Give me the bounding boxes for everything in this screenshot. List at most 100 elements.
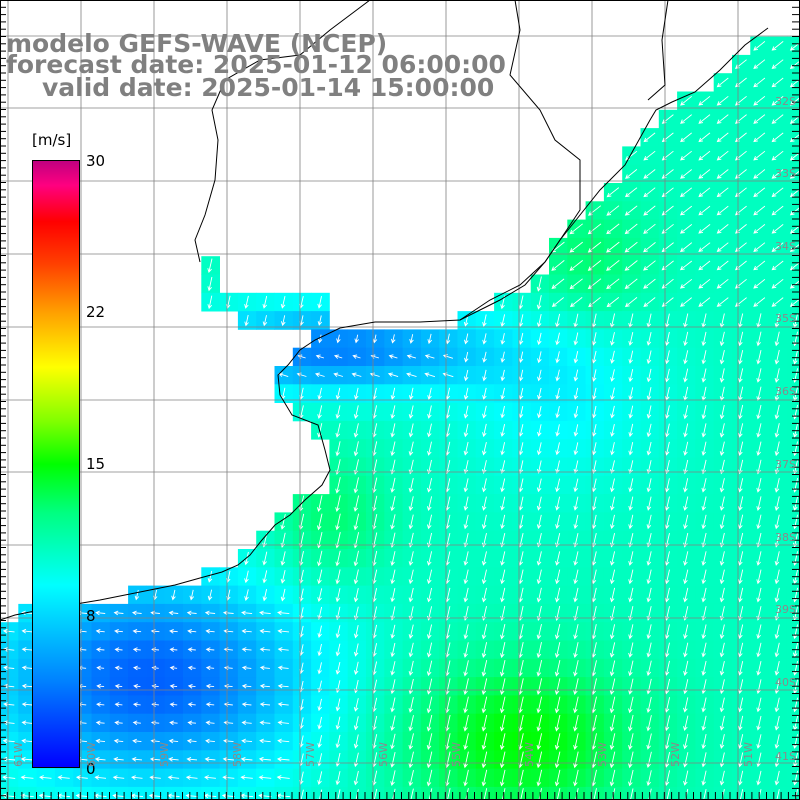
wind-arrow bbox=[463, 387, 469, 401]
wind-arrow bbox=[701, 789, 707, 800]
wind-cell bbox=[786, 475, 800, 495]
wind-arrow bbox=[187, 647, 196, 652]
wind-arrow bbox=[390, 661, 396, 676]
wind-arrow bbox=[408, 678, 414, 695]
wind-arrow bbox=[771, 205, 784, 216]
wind-arrow bbox=[573, 496, 579, 511]
wind-arrow bbox=[646, 642, 652, 658]
wind-arrow bbox=[609, 551, 616, 566]
wind-arrow bbox=[573, 696, 579, 714]
wind-arrow bbox=[426, 569, 433, 585]
wind-arrow bbox=[738, 587, 744, 603]
wind-cell bbox=[786, 786, 800, 800]
wind-arrow bbox=[222, 610, 234, 616]
wind-arrow bbox=[719, 551, 725, 566]
wind-arrow bbox=[463, 624, 469, 640]
wind-arrow bbox=[609, 733, 616, 750]
wind-arrow bbox=[244, 295, 249, 309]
wind-arrow bbox=[609, 696, 616, 714]
wind-arrow bbox=[353, 789, 359, 800]
wind-arrow bbox=[628, 350, 634, 364]
wind-arrow bbox=[738, 789, 744, 800]
wind-arrow bbox=[701, 478, 707, 493]
wind-arrow bbox=[204, 756, 216, 762]
wind-arrow bbox=[683, 496, 689, 511]
wind-arrow bbox=[500, 624, 506, 640]
wind-arrow bbox=[38, 793, 52, 799]
wind-arrow bbox=[187, 628, 197, 634]
wind-cell bbox=[786, 292, 800, 312]
wind-arrow bbox=[75, 775, 88, 780]
wind-arrow bbox=[500, 460, 506, 474]
wind-arrow bbox=[244, 589, 249, 602]
wind-arrow bbox=[716, 278, 729, 289]
wind-arrow bbox=[390, 569, 396, 585]
wind-arrow bbox=[738, 679, 744, 695]
wind-arrow bbox=[628, 478, 634, 493]
wind-arrow bbox=[606, 260, 620, 271]
wind-arrow bbox=[756, 478, 762, 493]
wind-arrow bbox=[169, 628, 178, 634]
wind-arrow bbox=[738, 770, 744, 786]
wind-arrow bbox=[664, 697, 671, 713]
wind-arrow bbox=[753, 95, 766, 106]
wind-arrow bbox=[555, 587, 561, 603]
wind-arrow bbox=[771, 150, 784, 161]
wind-arrow bbox=[241, 647, 252, 652]
wind-arrow bbox=[390, 588, 396, 603]
lon-label: 51W bbox=[742, 742, 755, 767]
wind-arrow bbox=[753, 114, 766, 124]
wind-arrow bbox=[701, 368, 707, 383]
wind-arrow bbox=[701, 624, 707, 640]
wind-arrow bbox=[774, 715, 780, 731]
wind-arrow bbox=[132, 720, 141, 726]
wind-arrow bbox=[21, 720, 33, 725]
wind-arrow bbox=[94, 756, 106, 762]
wind-arrow bbox=[21, 738, 33, 744]
wind-arrow bbox=[317, 716, 322, 730]
wind-arrow bbox=[664, 678, 671, 695]
wind-arrow bbox=[610, 332, 615, 346]
wind-arrow bbox=[408, 405, 414, 419]
wind-arrow bbox=[207, 258, 213, 274]
wind-arrow bbox=[716, 169, 729, 179]
wind-arrow bbox=[408, 441, 414, 457]
wind-arrow bbox=[771, 41, 784, 51]
wind-arrow bbox=[424, 372, 436, 378]
wind-arrow bbox=[131, 610, 142, 616]
wind-arrow bbox=[664, 350, 670, 365]
lat-label: 38S bbox=[775, 531, 796, 544]
wind-arrow bbox=[280, 588, 286, 602]
wind-arrow bbox=[701, 660, 707, 676]
wind-arrow bbox=[719, 734, 725, 750]
wind-arrow bbox=[698, 132, 711, 143]
wind-arrow bbox=[481, 642, 488, 659]
wind-arrow bbox=[774, 679, 780, 695]
wind-arrow bbox=[701, 331, 707, 347]
wind-arrow bbox=[536, 496, 542, 511]
wind-arrow bbox=[427, 423, 432, 438]
wind-arrow bbox=[426, 733, 433, 750]
wind-arrow bbox=[701, 679, 707, 695]
wind-arrow bbox=[719, 697, 725, 713]
wind-cell bbox=[786, 658, 800, 678]
wind-arrow bbox=[609, 714, 616, 732]
wind-arrow bbox=[482, 387, 487, 400]
wind-arrow bbox=[679, 187, 693, 198]
wind-arrow bbox=[315, 354, 325, 359]
wind-arrow bbox=[771, 242, 784, 252]
wind-arrow bbox=[664, 460, 670, 475]
lon-label: 56W bbox=[377, 742, 390, 767]
wind-arrow bbox=[95, 610, 106, 616]
wind-arrow bbox=[591, 387, 597, 401]
wind-arrow bbox=[624, 223, 638, 235]
wind-arrow bbox=[132, 647, 141, 652]
lon-label: 61W bbox=[12, 742, 25, 767]
wind-arrow bbox=[259, 738, 271, 744]
wind-arrow bbox=[646, 770, 652, 787]
valid-date: valid date: 2025-01-14 15:00:00 bbox=[42, 73, 495, 102]
wind-arrow bbox=[551, 260, 565, 271]
wind-arrow bbox=[481, 478, 487, 493]
wind-arrow bbox=[258, 756, 271, 762]
wind-arrow bbox=[591, 424, 597, 437]
